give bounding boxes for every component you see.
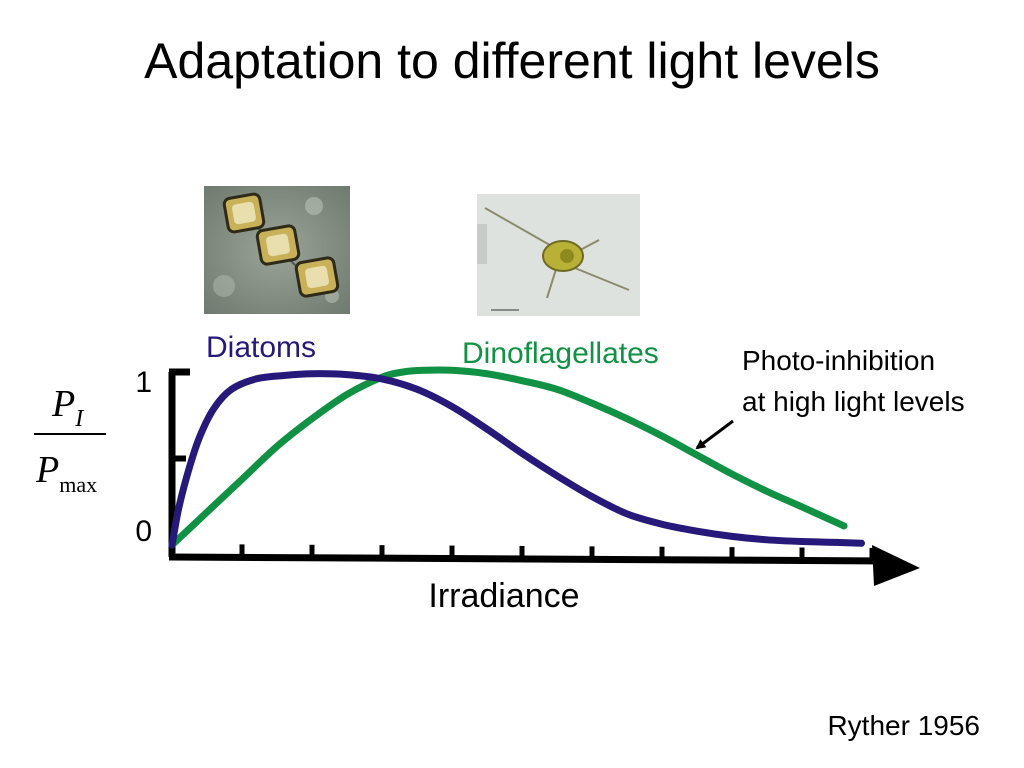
series-label-dinoflagellates: Dinoflagellates <box>462 337 659 370</box>
y-tick-label: 0 <box>135 515 152 548</box>
dinoflagellate-micrograph <box>477 194 640 316</box>
slide-title: Adaptation to different light levels <box>144 33 880 89</box>
citation: Ryther 1956 <box>827 710 980 741</box>
series-line-dinoflagellates <box>168 366 848 549</box>
annotation-arrow <box>695 419 734 450</box>
x-axis-label: Irradiance <box>428 577 579 615</box>
annotation-line: at high light levels <box>742 386 965 417</box>
y-tick-label: 1 <box>135 366 152 399</box>
diatoms-micrograph <box>204 186 350 314</box>
series-label-diatoms: Diatoms <box>206 331 316 364</box>
annotation-line: Photo-inhibition <box>742 345 935 376</box>
series-line-diatoms <box>168 370 865 549</box>
labels-layer: 0 1 Irradiance PI Pmax Diatoms Dinoflagellates… <box>34 331 965 615</box>
y-axis-label-numerator: PI <box>51 383 84 432</box>
x-axis-arrowhead <box>872 545 920 586</box>
x-axis-line <box>168 553 889 565</box>
y-axis-label-denominator: Pmax <box>35 449 97 497</box>
series-layer <box>168 366 865 549</box>
